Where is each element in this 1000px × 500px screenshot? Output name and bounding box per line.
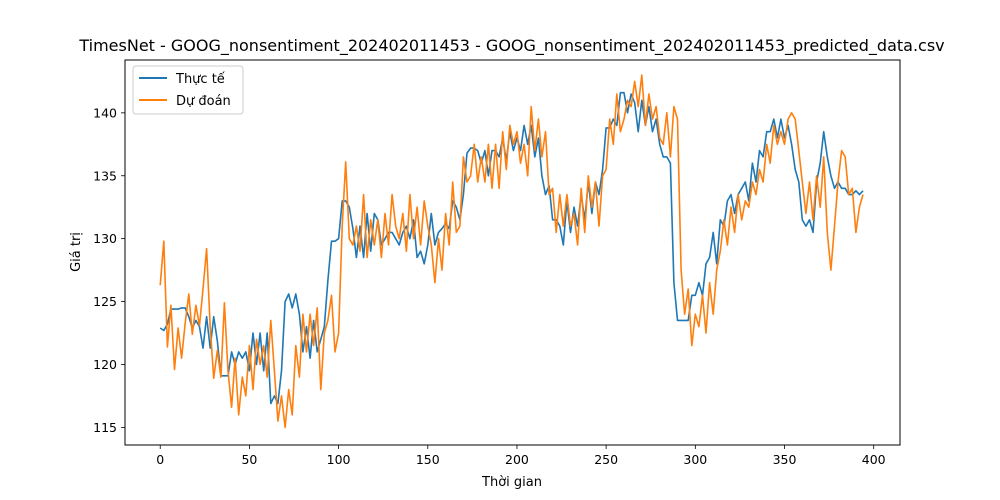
x-tick-label: 50	[241, 452, 257, 467]
x-tick-label: 150	[416, 452, 440, 467]
y-tick-label: 130	[93, 231, 117, 246]
x-axis-label: Thời gian	[481, 475, 542, 490]
x-axis: 0 50 100 150 200 250 300 350 400	[156, 445, 886, 467]
y-axis-label: Giá trị	[69, 232, 84, 272]
series-line-2	[159, 74, 864, 429]
x-tick-label: 400	[862, 452, 886, 467]
y-tick-label: 120	[93, 357, 117, 372]
legend-label: Thực tế	[175, 72, 225, 87]
legend: Thực tế Dự đoán	[132, 65, 244, 115]
x-tick-label: 0	[156, 452, 164, 467]
y-tick-label: 135	[93, 168, 117, 183]
x-tick-label: 350	[773, 452, 797, 467]
y-tick-label: 140	[93, 105, 117, 120]
x-tick-label: 250	[594, 452, 618, 467]
y-tick-label: 125	[93, 294, 117, 309]
chart-title: TimesNet - GOOG_nonsentiment_20240201145…	[78, 36, 944, 56]
y-tick-label: 115	[93, 420, 117, 435]
x-tick-label: 100	[327, 452, 351, 467]
x-tick-label: 300	[683, 452, 707, 467]
y-axis: 115 120 125 130 135 140	[93, 105, 125, 435]
series-layer	[159, 74, 864, 429]
legend-label: Dự đoán	[176, 94, 231, 109]
x-tick-label: 200	[505, 452, 529, 467]
plot-frame	[124, 59, 901, 446]
